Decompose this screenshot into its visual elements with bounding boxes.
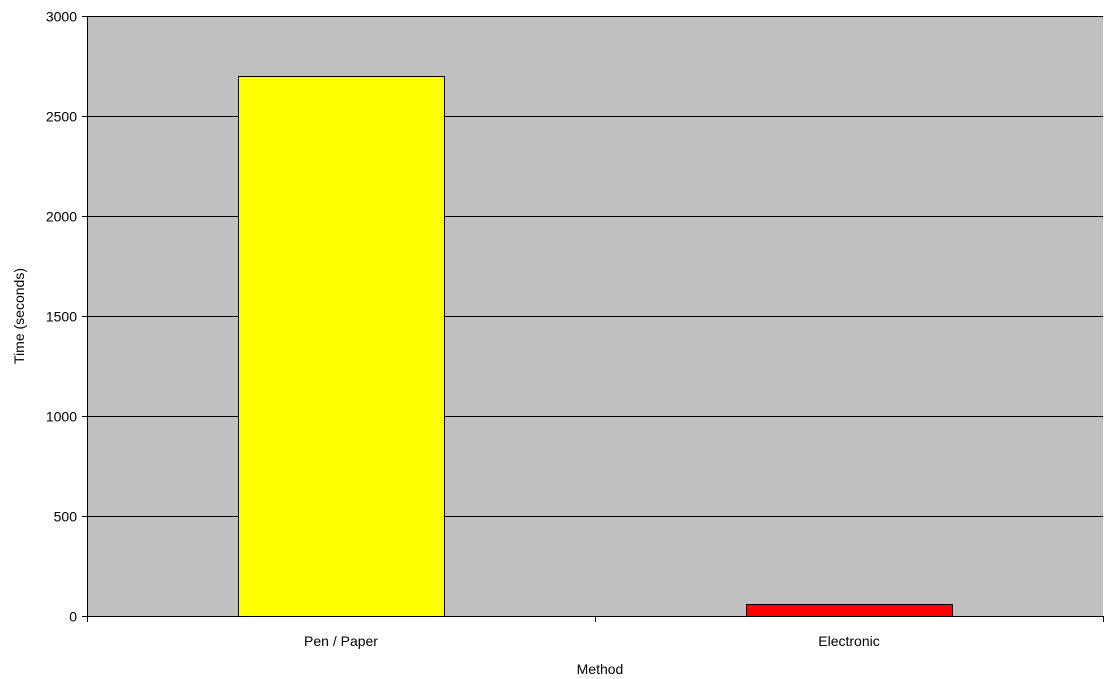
y-tick-label: 2500 [46, 109, 77, 125]
x-tick-label: Pen / Paper [304, 633, 378, 649]
tick-labels: 0 500 1000 1500 2000 2500 3000 Pen / Paper Elect… [46, 9, 880, 650]
x-axis-title: Method [577, 661, 624, 677]
bar [238, 76, 445, 617]
y-tick-label: 3000 [46, 9, 77, 25]
y-tick-label: 500 [54, 509, 78, 525]
y-tick-label: 0 [69, 609, 77, 625]
y-tick-label: 1000 [46, 409, 77, 425]
x-tick-label: Electronic [818, 633, 879, 649]
bars [238, 76, 953, 617]
y-axis-title: Time (seconds) [11, 268, 27, 364]
axes [82, 16, 1104, 622]
y-tick-label: 2000 [46, 209, 77, 225]
bar [746, 604, 953, 617]
y-tick-label: 1500 [46, 309, 77, 325]
